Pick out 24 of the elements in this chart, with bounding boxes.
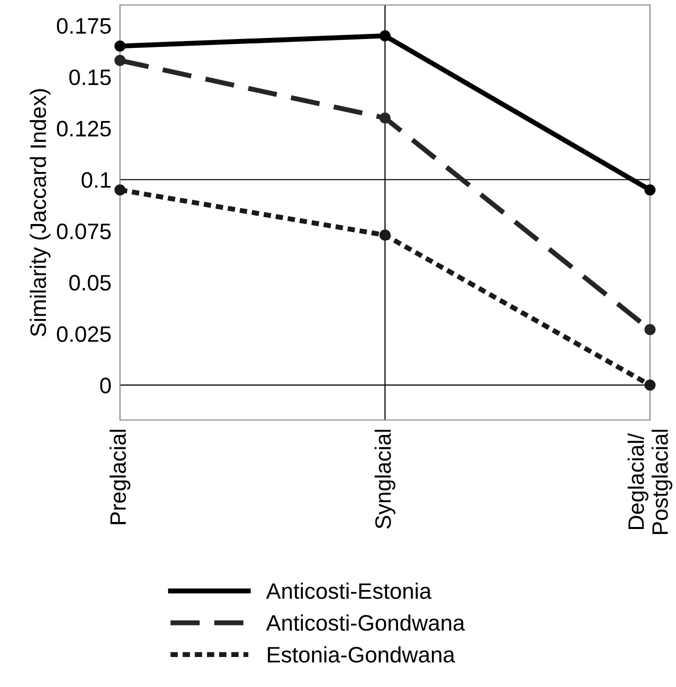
y-tick-label: 0 xyxy=(100,378,111,394)
x-tick-label: Synglacial xyxy=(374,430,396,529)
y-tick-label: 0.1 xyxy=(82,172,111,188)
y-tick-label: 0.15 xyxy=(69,69,111,86)
y-tick-label: 0.175 xyxy=(56,18,111,34)
legend-label: Anticosti-Estonia xyxy=(266,582,432,599)
y-tick-label: 0.075 xyxy=(56,224,111,240)
point xyxy=(379,112,391,124)
y-tick-label: 0.05 xyxy=(69,274,111,291)
x-tick-label: Preglacial xyxy=(110,430,130,524)
point xyxy=(114,184,126,196)
point xyxy=(644,380,656,391)
point xyxy=(644,324,656,336)
point xyxy=(379,230,391,241)
legend-label: Estonia-Gondwana xyxy=(268,646,456,663)
x-tick-label: Deglacial/ Postglacial xyxy=(628,430,672,534)
point xyxy=(114,40,126,52)
point xyxy=(644,184,656,196)
legend-label: Anticosti-Gondwana xyxy=(266,614,465,631)
y-tick-label: 0.125 xyxy=(56,120,111,137)
y-axis-title: Similarity (Jaccard Index) xyxy=(30,89,51,336)
point xyxy=(114,54,126,66)
y-tick-label: 0.025 xyxy=(56,326,111,342)
point xyxy=(379,30,391,42)
